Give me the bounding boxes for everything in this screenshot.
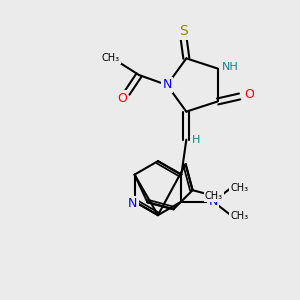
Text: CH₃: CH₃ — [205, 191, 223, 201]
Text: O: O — [117, 92, 127, 104]
Text: N: N — [209, 195, 218, 208]
Text: CH₃: CH₃ — [230, 183, 248, 193]
Text: CH₃: CH₃ — [230, 211, 248, 220]
Text: N: N — [162, 79, 172, 92]
Text: CH₃: CH₃ — [102, 53, 120, 63]
Text: N: N — [128, 197, 137, 210]
Text: H: H — [192, 135, 200, 145]
Text: S: S — [179, 24, 188, 38]
Text: NH: NH — [222, 61, 238, 71]
Text: O: O — [245, 88, 255, 101]
